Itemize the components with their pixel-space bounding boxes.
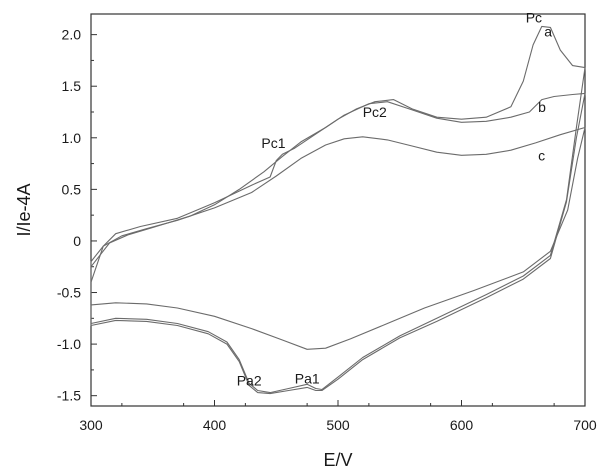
annotation-label: Pa2 [237, 372, 262, 388]
x-tick-label: 700 [573, 417, 597, 433]
x-tick-label: 400 [203, 417, 227, 433]
y-axis-title: I/Ie-4A [14, 183, 34, 236]
annotation-label: Pc [526, 9, 542, 25]
annotation-label: Pc2 [363, 104, 387, 120]
x-tick-label: 500 [326, 417, 350, 433]
annotation-label: b [538, 99, 546, 115]
y-tick-label: 1.5 [62, 78, 82, 94]
x-tick-label: 600 [450, 417, 474, 433]
annotations: Pca b c Pc1 Pc2 Pa1 Pa2 [237, 9, 553, 388]
y-tick-label: 2.0 [62, 27, 82, 43]
series-line-0 [90, 25, 586, 394]
series-line-2 [90, 126, 586, 350]
x-axis-title: E/V [323, 450, 352, 470]
series-line-1 [90, 92, 586, 395]
y-tick-label: 0.5 [62, 181, 82, 197]
annotation-label: c [538, 147, 545, 163]
y-tick-label: -1.0 [57, 336, 81, 352]
y-tick-label: -0.5 [57, 285, 81, 301]
y-tick-label: -1.5 [57, 388, 81, 404]
annotation-label: a [544, 24, 552, 40]
axis-ticks: 300 400 500 600 700 -1.5 -1.0 -0.5 0 0.5 1.0 1.5 2.0 [57, 27, 597, 433]
y-tick-label: 0 [73, 233, 81, 249]
plot-frame [90, 13, 586, 407]
annotation-label: Pc1 [261, 135, 285, 151]
annotation-label: Pa1 [295, 370, 320, 386]
y-tick-label: 1.0 [62, 130, 82, 146]
x-tick-label: 300 [79, 417, 103, 433]
series-lines [90, 25, 586, 395]
